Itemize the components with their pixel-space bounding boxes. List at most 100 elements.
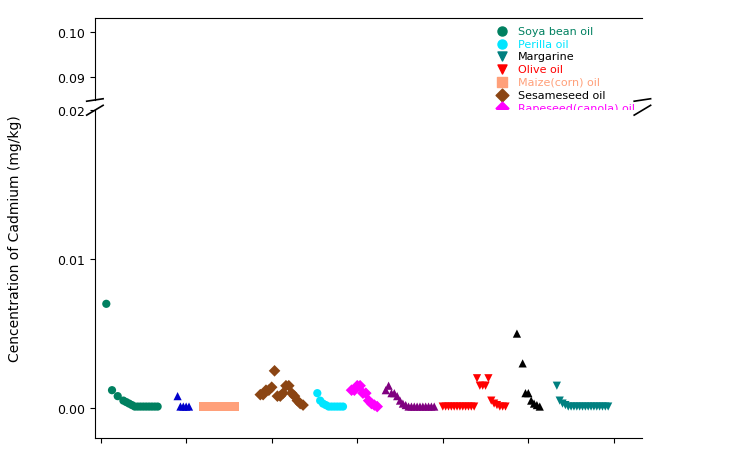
Point bbox=[557, 400, 569, 407]
Point bbox=[565, 403, 577, 410]
Point bbox=[577, 403, 588, 410]
Point bbox=[255, 391, 266, 398]
Point bbox=[477, 382, 488, 390]
Point bbox=[499, 403, 511, 410]
Text: Cencentration of Cadmium (mg/kg): Cencentration of Cadmium (mg/kg) bbox=[7, 115, 22, 361]
Point bbox=[417, 403, 429, 410]
Point bbox=[403, 403, 415, 410]
Point bbox=[526, 397, 537, 405]
Point bbox=[445, 403, 457, 410]
Point bbox=[351, 382, 363, 390]
Point bbox=[328, 403, 340, 410]
Point bbox=[591, 403, 603, 410]
Point bbox=[346, 387, 358, 394]
Point bbox=[520, 389, 531, 397]
Point bbox=[385, 389, 397, 397]
Point bbox=[460, 403, 472, 410]
Point bbox=[448, 403, 460, 410]
Point bbox=[283, 382, 295, 390]
Point bbox=[112, 393, 123, 400]
Point bbox=[357, 389, 369, 397]
Point bbox=[257, 391, 269, 398]
Point bbox=[596, 403, 608, 410]
Point bbox=[288, 393, 300, 400]
Point bbox=[483, 375, 494, 382]
Point bbox=[269, 472, 280, 476]
Point bbox=[129, 403, 141, 410]
Point bbox=[363, 397, 374, 405]
Point bbox=[218, 403, 229, 410]
Point bbox=[454, 403, 466, 410]
Point bbox=[580, 403, 591, 410]
Point bbox=[491, 401, 503, 409]
Point bbox=[323, 403, 334, 410]
Point bbox=[134, 403, 146, 410]
Point bbox=[280, 382, 292, 390]
Point bbox=[562, 403, 574, 410]
Point bbox=[457, 403, 469, 410]
Point bbox=[203, 403, 215, 410]
Point bbox=[511, 460, 523, 468]
Point bbox=[469, 403, 480, 410]
Point bbox=[132, 403, 144, 410]
Point bbox=[366, 400, 377, 407]
Point bbox=[212, 403, 223, 410]
Point bbox=[172, 393, 183, 400]
Point bbox=[474, 382, 485, 390]
Point bbox=[101, 451, 112, 459]
Point bbox=[599, 403, 611, 410]
Point bbox=[409, 403, 420, 410]
Point bbox=[466, 403, 477, 410]
Point bbox=[200, 403, 212, 410]
Point bbox=[174, 403, 186, 410]
Point bbox=[437, 403, 449, 410]
Point bbox=[215, 403, 226, 410]
Point bbox=[260, 387, 272, 394]
Point bbox=[140, 403, 152, 410]
Point bbox=[420, 403, 431, 410]
Point bbox=[297, 401, 309, 409]
Point bbox=[400, 401, 412, 409]
Point bbox=[383, 382, 394, 390]
Point bbox=[183, 403, 195, 410]
Point bbox=[152, 403, 164, 410]
Point bbox=[602, 403, 614, 410]
Point bbox=[423, 403, 434, 410]
Point bbox=[272, 393, 283, 400]
Point bbox=[101, 300, 112, 308]
Point bbox=[197, 403, 209, 410]
Legend: Soya bean oil, Perilla oil, Margarine, Olive oil, Maize(corn) oil, Sesameseed oi: Soya bean oil, Perilla oil, Margarine, O… bbox=[488, 25, 637, 154]
Point bbox=[517, 360, 529, 367]
Point bbox=[531, 401, 542, 409]
Point bbox=[334, 403, 346, 410]
Point bbox=[463, 403, 474, 410]
Point bbox=[337, 403, 349, 410]
Point bbox=[588, 403, 600, 410]
Point bbox=[137, 403, 149, 410]
Point bbox=[571, 403, 583, 410]
Point bbox=[534, 403, 545, 410]
Point bbox=[354, 382, 366, 390]
Point bbox=[397, 400, 409, 407]
Point bbox=[497, 403, 509, 410]
Point bbox=[551, 382, 563, 390]
Point bbox=[180, 403, 192, 410]
Point bbox=[315, 397, 326, 405]
Point bbox=[177, 403, 189, 410]
Point bbox=[320, 401, 331, 409]
Point bbox=[391, 393, 403, 400]
Point bbox=[554, 397, 566, 405]
Point bbox=[120, 398, 132, 406]
Point bbox=[143, 403, 155, 410]
Point bbox=[483, 474, 494, 476]
Point bbox=[331, 403, 343, 410]
Point bbox=[269, 367, 280, 375]
Point bbox=[312, 389, 323, 397]
Point bbox=[406, 403, 418, 410]
Point bbox=[388, 389, 400, 397]
Point bbox=[348, 387, 360, 394]
Point bbox=[291, 397, 303, 405]
Point bbox=[451, 403, 463, 410]
Point bbox=[414, 403, 426, 410]
Point bbox=[226, 403, 238, 410]
